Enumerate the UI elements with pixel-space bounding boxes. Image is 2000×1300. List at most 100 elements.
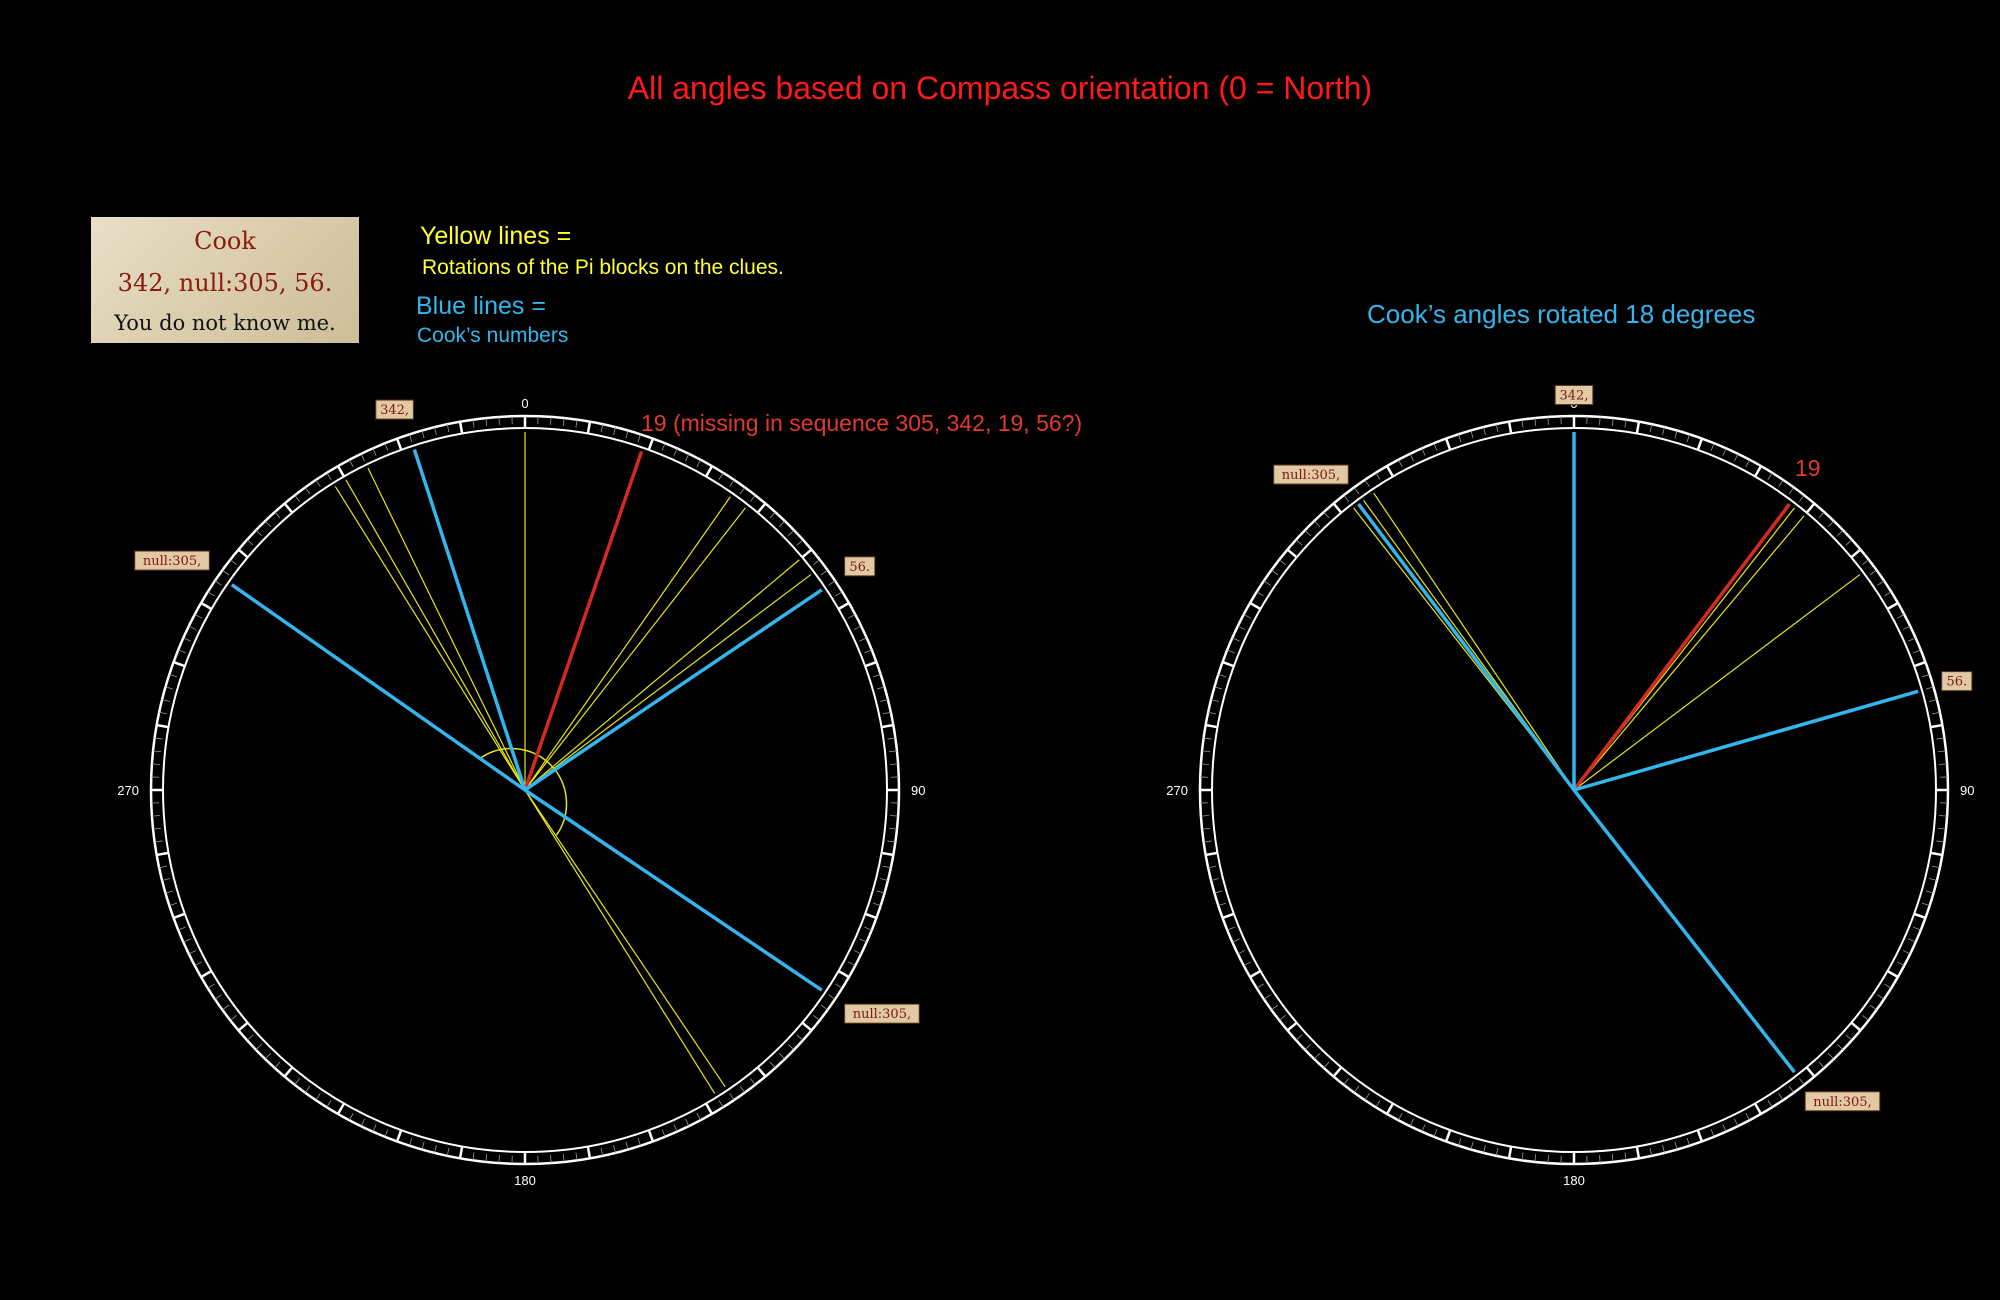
dial-tick [835, 591, 843, 597]
dial-tick [1850, 548, 1862, 559]
dial-tick [1227, 649, 1235, 654]
blue-cook-line [412, 448, 527, 791]
dial-tick [1332, 502, 1343, 514]
dial-tick [1521, 1152, 1524, 1161]
dial-tick [756, 1066, 767, 1078]
yellow-rotation-line [367, 467, 526, 791]
dial-tick [1913, 926, 1921, 931]
dial-tick [485, 1153, 488, 1162]
dial-tick [1271, 569, 1279, 576]
dial-tick [882, 865, 891, 869]
dial-tick [647, 438, 655, 451]
dial-tick [1686, 434, 1690, 443]
dial-tick [1495, 1147, 1499, 1156]
dial-tick [550, 1155, 552, 1164]
dial-tick [1788, 487, 1795, 495]
dial-tick [778, 1053, 786, 1060]
dial-tick [395, 438, 403, 451]
yellow-rotation-line [1573, 574, 1861, 791]
dial-tick [1722, 1124, 1727, 1132]
dial-tick [1674, 1141, 1678, 1150]
dial-tick [890, 815, 899, 817]
yellow-rotation-line [524, 496, 731, 791]
dial-tick [1256, 983, 1264, 989]
dial-tick [1205, 723, 1218, 729]
angle-tag: 56. [844, 556, 876, 577]
dial-tick [1222, 912, 1235, 920]
dial-tick [458, 1146, 464, 1159]
dial-tick [1862, 559, 1869, 565]
dial-tick [1886, 601, 1899, 611]
dial-tick [1375, 472, 1381, 480]
dial-tick [421, 430, 425, 439]
dial-tick [864, 660, 877, 668]
dial-tick [813, 559, 820, 565]
dial-tick [1908, 938, 1916, 943]
dial-tick [1662, 1145, 1665, 1153]
dial-tick [151, 763, 160, 765]
dial-tick [1877, 994, 1885, 1000]
dial-tick [575, 419, 578, 428]
dial-tick [1547, 1155, 1549, 1164]
dial-tick [230, 1015, 237, 1021]
dial-tick [1869, 1004, 1877, 1011]
dial-tick [326, 472, 332, 480]
dial-tick [890, 763, 899, 765]
dial-tick [1913, 912, 1926, 920]
dial-tick [1635, 421, 1641, 434]
dial-tick [1203, 737, 1212, 740]
dial-tick [600, 1147, 604, 1156]
legend-yellow-title: Yellow lines = [420, 222, 572, 250]
yellow-rotation-line [1573, 515, 1805, 791]
dial-tick [859, 938, 867, 943]
dial-tick [1925, 890, 1934, 894]
dial-tick [1375, 1100, 1381, 1108]
dial-tick [169, 674, 178, 678]
dial-tick [1249, 601, 1262, 611]
clue-card-numbers: 342, null:305, 56. [117, 269, 333, 297]
dial-tick [1837, 529, 1844, 537]
dial-tick [637, 434, 641, 443]
dial-tick [750, 495, 756, 502]
dial-tick [876, 890, 885, 894]
dial-tick [718, 472, 724, 480]
dial-tick [1722, 448, 1727, 456]
dial-tick [1939, 763, 1948, 765]
dial-tick [881, 851, 894, 857]
dial-tick [1827, 520, 1835, 527]
dial-tick [1243, 614, 1252, 619]
dial-tick [1218, 902, 1227, 906]
dial-tick [696, 459, 701, 468]
dial-tick [1929, 878, 1937, 881]
dial-tick [1929, 699, 1937, 702]
dial-tick [1249, 969, 1262, 979]
dial-tick [1218, 674, 1227, 678]
dial-tick [872, 902, 881, 906]
dial-tick [1200, 815, 1209, 817]
dial-tick [1818, 511, 1825, 519]
dial-tick [1710, 443, 1715, 451]
dial-tick [274, 511, 281, 519]
dial-tick [304, 487, 311, 495]
dial-tick [1925, 686, 1934, 690]
dial-tick [472, 1152, 475, 1161]
dial-tick [820, 569, 828, 576]
dial-tick [876, 686, 885, 690]
dial-tick [864, 912, 877, 920]
dial-tick [613, 1145, 616, 1153]
dial-tick [881, 723, 894, 729]
dial-tick [1211, 878, 1219, 881]
dial-tick [1930, 851, 1943, 857]
dial-tick [1279, 1015, 1286, 1021]
dial-tick [1710, 1129, 1715, 1137]
dial-tick [304, 1085, 311, 1093]
dial-tick [173, 912, 186, 920]
dial-tick [1734, 453, 1739, 462]
dial-tick [222, 1004, 230, 1011]
dial-tick [1896, 614, 1905, 619]
dial-tick [326, 1100, 332, 1108]
dial-tick [1799, 495, 1805, 502]
dial-tick [1902, 625, 1911, 630]
angle-tag-label: null:305, [1282, 468, 1340, 483]
angle-tag-box [844, 1003, 920, 1024]
